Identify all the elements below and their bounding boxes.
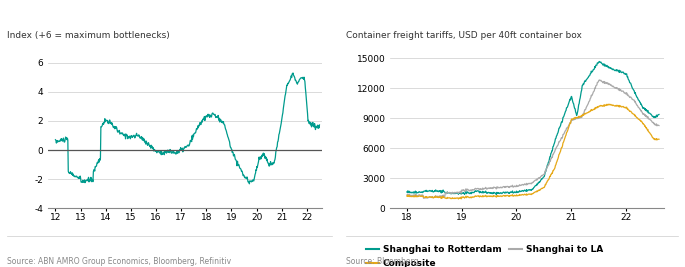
Shanghai to Rotterdam — [540, 175, 548, 178]
Shanghai to LA — [595, 78, 603, 81]
Shanghai to Rotterdam — [610, 69, 619, 72]
Line: Shanghai to Rotterdam: Shanghai to Rotterdam — [407, 61, 659, 195]
Composite — [454, 197, 462, 201]
Text: Source: Bloomberg: Source: Bloomberg — [346, 257, 419, 266]
Shanghai to LA — [540, 173, 548, 176]
Line: Shanghai to LA: Shanghai to LA — [407, 80, 659, 198]
Text: Container freight tariffs, USD per 40ft container box: Container freight tariffs, USD per 40ft … — [346, 31, 582, 40]
Shanghai to Rotterdam — [650, 116, 658, 119]
Text: Our global supply bottlenecks index has eased sharply: Our global supply bottlenecks index has … — [7, 12, 329, 22]
Shanghai to Rotterdam — [655, 113, 663, 116]
Composite — [540, 186, 548, 189]
Text: Index (+6 = maximum bottlenecks): Index (+6 = maximum bottlenecks) — [7, 31, 170, 40]
Shanghai to LA — [553, 144, 562, 147]
Composite — [403, 194, 411, 198]
Shanghai to LA — [419, 197, 427, 200]
Shanghai to Rotterdam — [523, 189, 532, 193]
Shanghai to Rotterdam — [403, 190, 411, 194]
Shanghai to LA — [650, 122, 658, 125]
Shanghai to LA — [610, 86, 619, 89]
Shanghai to Rotterdam — [525, 188, 533, 191]
Composite — [553, 158, 562, 162]
Shanghai to LA — [523, 183, 532, 186]
Composite — [525, 193, 533, 196]
Shanghai to Rotterdam — [595, 60, 603, 63]
Legend: Shanghai to Rotterdam, Composite, Shanghai to LA: Shanghai to Rotterdam, Composite, Shangh… — [362, 242, 607, 267]
Shanghai to Rotterdam — [553, 132, 562, 135]
Shanghai to Rotterdam — [493, 193, 501, 196]
Composite — [610, 104, 619, 108]
Composite — [655, 138, 663, 141]
Shanghai to LA — [655, 124, 663, 127]
Composite — [604, 103, 612, 106]
Text: Freight tariffs keep falling despite Taiwan Strait tensions: Freight tariffs keep falling despite Tai… — [351, 12, 685, 22]
Shanghai to LA — [525, 182, 533, 185]
Composite — [523, 193, 532, 197]
Line: Composite: Composite — [407, 104, 659, 199]
Text: Source: ABN AMRO Group Economics, Bloomberg, Refinitiv: Source: ABN AMRO Group Economics, Bloomb… — [7, 257, 231, 266]
Shanghai to LA — [403, 193, 411, 197]
Composite — [650, 138, 658, 141]
